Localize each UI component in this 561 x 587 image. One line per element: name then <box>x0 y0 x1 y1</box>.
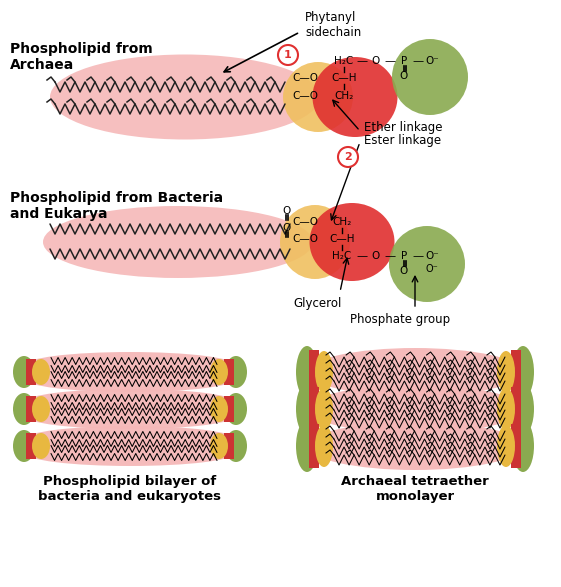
Text: O: O <box>372 56 380 66</box>
Ellipse shape <box>210 433 228 459</box>
Ellipse shape <box>25 426 235 452</box>
Text: —: — <box>384 251 396 261</box>
Bar <box>26 359 36 385</box>
Ellipse shape <box>296 346 318 398</box>
Bar <box>224 396 234 422</box>
Ellipse shape <box>310 203 394 281</box>
Text: C—O: C—O <box>292 217 318 227</box>
Text: 1: 1 <box>284 50 292 60</box>
Text: O: O <box>400 266 408 276</box>
Text: —: — <box>412 251 424 261</box>
Ellipse shape <box>312 57 398 137</box>
Text: Phospholipid bilayer of
bacteria and eukaryotes: Phospholipid bilayer of bacteria and euk… <box>39 475 222 503</box>
Ellipse shape <box>25 389 235 415</box>
Text: Archaeal tetraether
monolayer: Archaeal tetraether monolayer <box>341 475 489 503</box>
Ellipse shape <box>210 396 228 422</box>
Ellipse shape <box>25 403 235 429</box>
Ellipse shape <box>307 348 522 396</box>
Ellipse shape <box>296 420 318 472</box>
Ellipse shape <box>512 346 534 398</box>
Text: —: — <box>356 56 367 66</box>
Text: —: — <box>356 251 367 261</box>
Text: O⁻: O⁻ <box>426 264 438 274</box>
Text: Phospholipid from
Archaea: Phospholipid from Archaea <box>10 42 153 72</box>
Text: Glycerol: Glycerol <box>294 297 342 310</box>
Text: H₂C: H₂C <box>332 251 352 261</box>
Ellipse shape <box>307 422 522 470</box>
Text: —: — <box>384 56 396 66</box>
Bar <box>26 396 36 422</box>
Bar <box>511 350 521 394</box>
Text: O: O <box>283 206 291 216</box>
Circle shape <box>392 39 468 115</box>
Ellipse shape <box>280 205 350 279</box>
Ellipse shape <box>315 388 333 430</box>
Ellipse shape <box>225 430 247 462</box>
Text: C—O: C—O <box>292 73 318 83</box>
Bar <box>224 433 234 459</box>
Ellipse shape <box>32 396 50 422</box>
Text: C—O: C—O <box>292 234 318 244</box>
Bar <box>309 424 319 468</box>
Ellipse shape <box>512 383 534 435</box>
Ellipse shape <box>512 420 534 472</box>
Text: CH₂: CH₂ <box>334 91 353 101</box>
Ellipse shape <box>13 356 35 388</box>
Ellipse shape <box>43 206 313 278</box>
Circle shape <box>338 147 358 167</box>
Ellipse shape <box>210 359 228 385</box>
Text: Ester linkage: Ester linkage <box>364 133 441 147</box>
Text: P: P <box>401 56 407 66</box>
Bar <box>309 350 319 394</box>
Text: C—H: C—H <box>331 73 357 83</box>
Ellipse shape <box>32 359 50 385</box>
Text: P: P <box>401 251 407 261</box>
Text: Phytanyl
sidechain: Phytanyl sidechain <box>305 11 361 39</box>
Ellipse shape <box>497 425 515 467</box>
Ellipse shape <box>13 393 35 425</box>
Ellipse shape <box>225 393 247 425</box>
Ellipse shape <box>25 440 235 466</box>
Ellipse shape <box>50 55 320 140</box>
Ellipse shape <box>25 366 235 392</box>
Text: O⁻: O⁻ <box>425 251 439 261</box>
Ellipse shape <box>315 425 333 467</box>
Circle shape <box>389 226 465 302</box>
Text: Phospholipid from Bacteria
and Eukarya: Phospholipid from Bacteria and Eukarya <box>10 191 223 221</box>
Ellipse shape <box>497 351 515 393</box>
Bar <box>309 387 319 431</box>
Text: O: O <box>283 223 291 233</box>
Bar <box>26 433 36 459</box>
Text: C—O: C—O <box>292 91 318 101</box>
Bar <box>224 359 234 385</box>
Text: Phosphate group: Phosphate group <box>350 313 450 326</box>
Bar <box>511 387 521 431</box>
Ellipse shape <box>13 430 35 462</box>
Text: O: O <box>400 71 408 81</box>
Text: C—H: C—H <box>329 234 355 244</box>
Ellipse shape <box>296 383 318 435</box>
Text: Ether linkage: Ether linkage <box>364 120 443 133</box>
Ellipse shape <box>225 356 247 388</box>
Circle shape <box>278 45 298 65</box>
Text: —: — <box>412 56 424 66</box>
Ellipse shape <box>32 433 50 459</box>
Text: O⁻: O⁻ <box>425 56 439 66</box>
Ellipse shape <box>25 352 235 378</box>
Ellipse shape <box>283 62 353 132</box>
Text: H₂C: H₂C <box>334 56 353 66</box>
Bar <box>511 424 521 468</box>
Ellipse shape <box>497 388 515 430</box>
Text: 2: 2 <box>344 152 352 162</box>
Ellipse shape <box>315 351 333 393</box>
Text: O: O <box>372 251 380 261</box>
Ellipse shape <box>307 385 522 433</box>
Text: CH₂: CH₂ <box>332 217 352 227</box>
